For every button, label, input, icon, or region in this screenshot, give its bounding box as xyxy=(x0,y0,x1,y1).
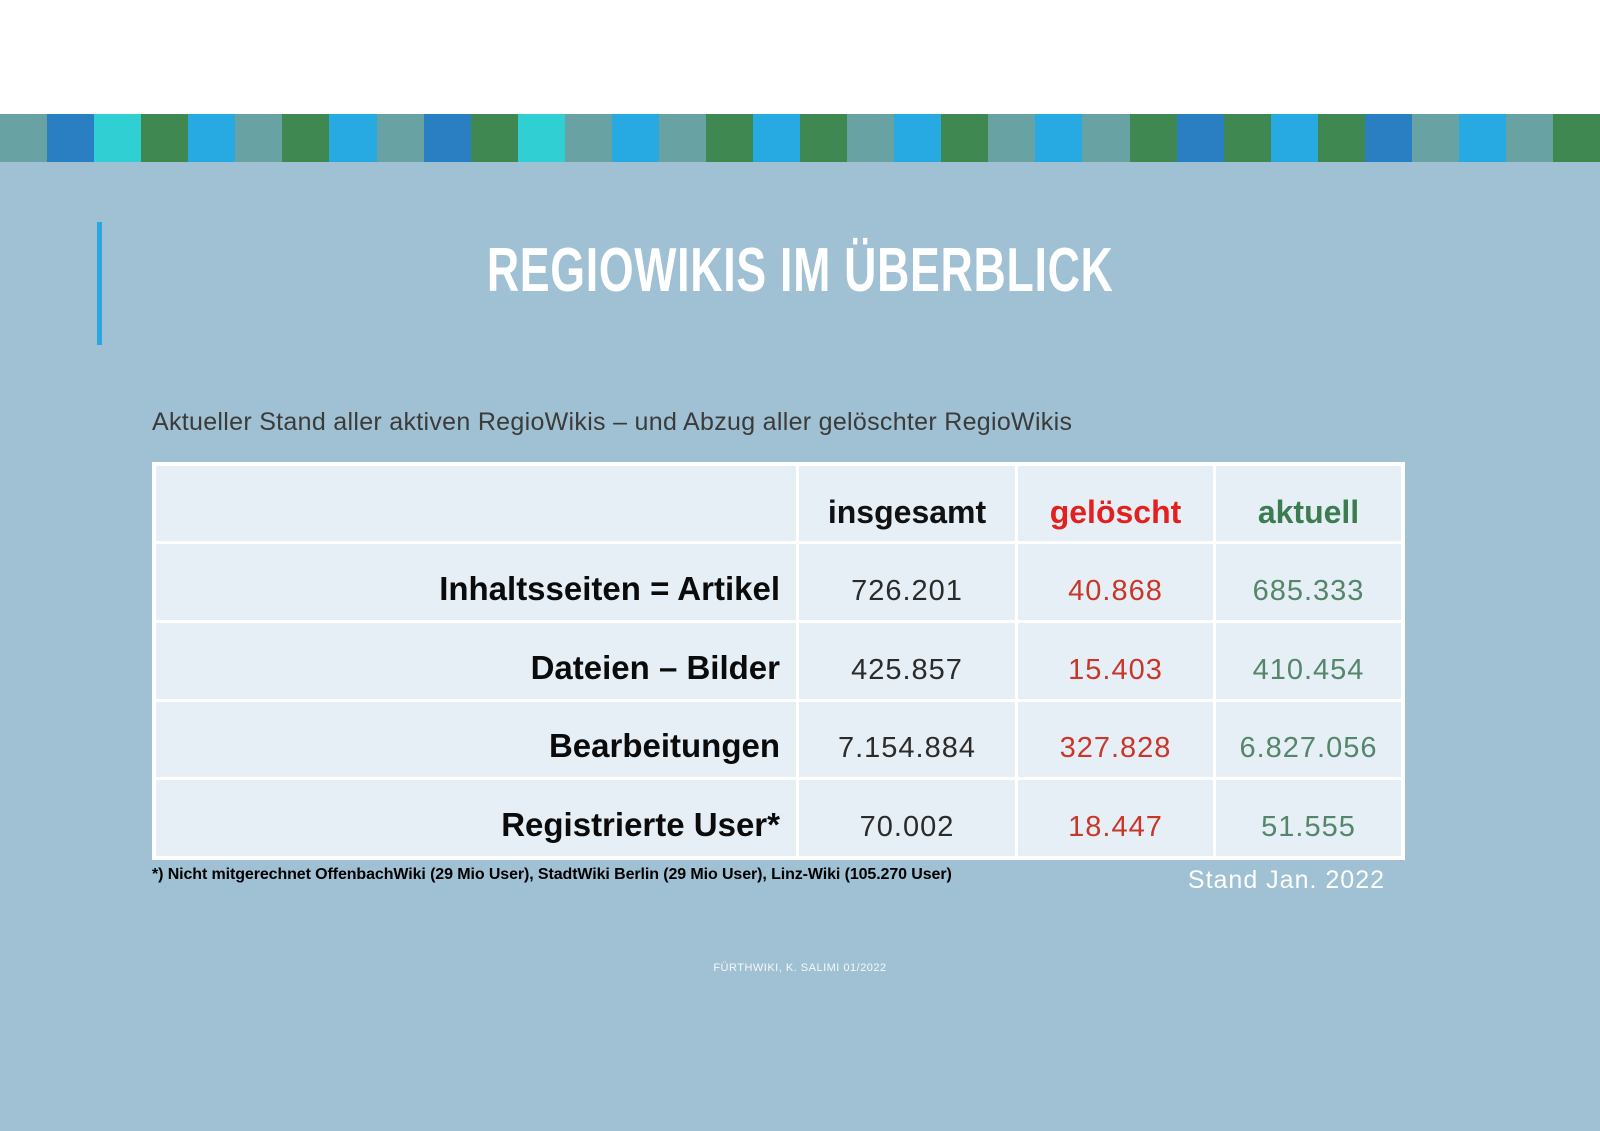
stripe-block xyxy=(894,114,942,162)
title-accent-line xyxy=(97,222,102,345)
value-geloescht: 15.403 xyxy=(1018,622,1213,699)
stripe-block xyxy=(1035,114,1083,162)
column-header-aktuell: aktuell xyxy=(1216,466,1401,541)
stripe-block xyxy=(988,114,1036,162)
value-geloescht: 18.447 xyxy=(1018,780,1213,856)
stripe-block xyxy=(753,114,801,162)
value-insgesamt: 7.154.884 xyxy=(799,701,1015,778)
stripe-block xyxy=(188,114,236,162)
stripe-block xyxy=(800,114,848,162)
value-insgesamt: 726.201 xyxy=(799,544,1015,620)
stripe-block xyxy=(282,114,330,162)
page-title: REGIOWIKIS IM ÜBERBLICK xyxy=(486,236,1114,305)
column-header-insgesamt: insgesamt xyxy=(799,466,1015,541)
stripe-block xyxy=(564,114,612,162)
stripe-block xyxy=(1270,114,1318,162)
stripe-block xyxy=(941,114,989,162)
slide-footer: FÜRTHWIKI, K. SALIMI 01/2022 xyxy=(713,962,887,974)
value-aktuell: 410.454 xyxy=(1216,622,1401,699)
value-insgesamt: 425.857 xyxy=(799,622,1015,699)
stripe-block xyxy=(94,114,142,162)
stripe-block xyxy=(1458,114,1506,162)
stripe-block xyxy=(1129,114,1177,162)
stripe-block xyxy=(1506,114,1554,162)
stats-table: insgesamt gelöscht aktuell Inhaltsseiten… xyxy=(152,462,1405,860)
row-label: Bearbeitungen xyxy=(156,701,796,778)
stripe-block xyxy=(1317,114,1365,162)
column-header-geloescht: gelöscht xyxy=(1018,466,1213,541)
stripe-block xyxy=(376,114,424,162)
title-wrap: REGIOWIKIS IM ÜBERBLICK xyxy=(0,238,1600,303)
stripe-block xyxy=(1553,114,1600,162)
footnote: *) Nicht mitgerechnet OffenbachWiki (29 … xyxy=(152,866,952,883)
stripe-block xyxy=(329,114,377,162)
stripe-block xyxy=(423,114,471,162)
value-geloescht: 40.868 xyxy=(1018,544,1213,620)
stripe-block xyxy=(705,114,753,162)
stripe-block xyxy=(1082,114,1130,162)
stripe-block xyxy=(1176,114,1224,162)
stripe-block xyxy=(1223,114,1271,162)
value-insgesamt: 70.002 xyxy=(799,780,1015,856)
stand-date-label: Stand Jan. 2022 xyxy=(1187,866,1385,894)
row-label: Registrierte User* xyxy=(156,780,796,856)
stripe-block xyxy=(235,114,283,162)
value-aktuell: 685.333 xyxy=(1216,544,1401,620)
stripe-block xyxy=(470,114,518,162)
value-aktuell: 51.555 xyxy=(1216,780,1401,856)
subtitle: Aktueller Stand aller aktiven RegioWikis… xyxy=(152,408,1073,436)
stripe-block xyxy=(141,114,189,162)
stripe-block xyxy=(517,114,565,162)
top-white-margin xyxy=(0,0,1600,114)
table-corner-cell xyxy=(156,466,796,541)
stripe-block xyxy=(611,114,659,162)
stripe-block xyxy=(47,114,95,162)
stripe-block xyxy=(847,114,895,162)
row-label: Dateien – Bilder xyxy=(156,622,796,699)
stripe-block xyxy=(0,114,48,162)
stripe-band xyxy=(0,114,1600,162)
value-geloescht: 327.828 xyxy=(1018,701,1213,778)
stripe-block xyxy=(658,114,706,162)
stripe-block xyxy=(1411,114,1459,162)
row-label: Inhaltsseiten = Artikel xyxy=(156,544,796,620)
value-aktuell: 6.827.056 xyxy=(1216,701,1401,778)
stripe-block xyxy=(1364,114,1412,162)
